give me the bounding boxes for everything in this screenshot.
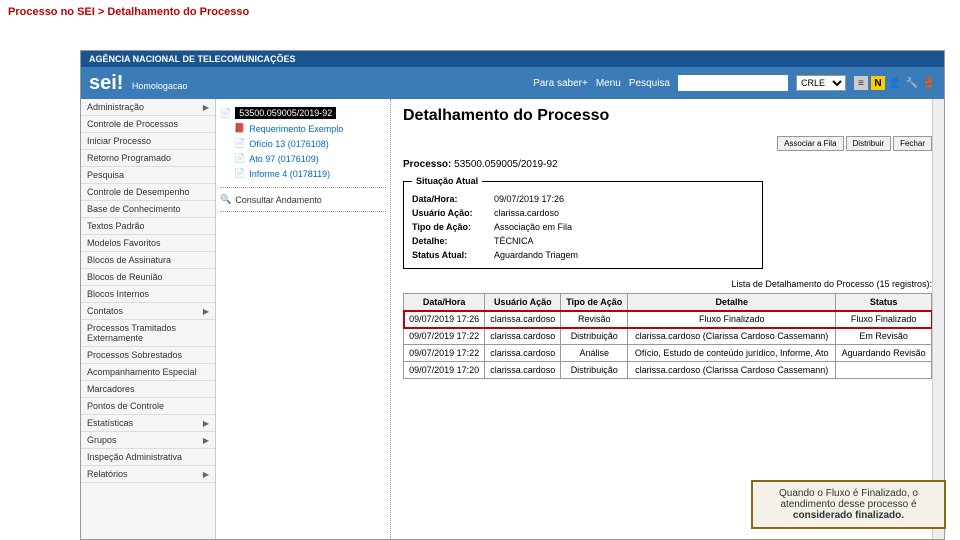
sidebar-item[interactable]: Grupos▶ <box>81 432 215 449</box>
user-icon[interactable]: 👤 <box>888 76 902 90</box>
logo: sei! <box>89 72 123 94</box>
chevron-right-icon: ▶ <box>203 419 209 428</box>
tree-doc[interactable]: 📄Ato 97 (0176109) <box>234 151 386 166</box>
doc-icon: 📄 <box>234 168 245 179</box>
page-title: Detalhamento do Processo <box>403 107 932 125</box>
situacao-row: Status Atual:Aguardando Triagem <box>412 248 754 262</box>
sidebar-item[interactable]: Base de Conhecimento <box>81 201 215 218</box>
content-area: Detalhamento do Processo Associar a Fila… <box>391 99 944 539</box>
notes-icon[interactable]: N <box>871 76 885 90</box>
sidebar-item[interactable]: Inspeção Administrativa <box>81 449 215 466</box>
table-row: 09/07/2019 17:22clarissa.cardosoDistribu… <box>404 328 932 345</box>
folder-icon: 📄 <box>220 108 231 119</box>
menu-saber[interactable]: Para saber+ <box>533 78 588 89</box>
tree-panel: 📄 53500.059005/2019-92 📕Requerimento Exe… <box>216 99 391 539</box>
table-header: Status <box>836 294 932 311</box>
sidebar-item[interactable]: Acompanhamento Especial <box>81 364 215 381</box>
tree-doc[interactable]: 📄Ofício 13 (0176108) <box>234 136 386 151</box>
menu-icon[interactable]: ≡ <box>854 76 868 90</box>
top-menu: Para saber+ Menu Pesquisa CRLE ≡ N 👤 🔧 🚪 <box>533 75 936 91</box>
list-caption: Lista de Detalhamento do Processo (15 re… <box>403 279 932 289</box>
sidebar-item[interactable]: Textos Padrão <box>81 218 215 235</box>
table-header: Usuário Ação <box>485 294 561 311</box>
sidebar-item[interactable]: Blocos Internos <box>81 286 215 303</box>
slide-title: Processo no SEI > Detalhamento do Proces… <box>0 0 960 24</box>
sidebar: Administração▶Controle de ProcessosInici… <box>81 99 216 539</box>
sidebar-item[interactable]: Contatos▶ <box>81 303 215 320</box>
action-button[interactable]: Distribuir <box>846 136 892 151</box>
action-button[interactable]: Fechar <box>893 136 932 151</box>
chevron-right-icon: ▶ <box>203 436 209 445</box>
unit-select[interactable]: CRLE <box>796 75 846 91</box>
situacao-row: Data/Hora:09/07/2019 17:26 <box>412 192 754 206</box>
situacao-row: Tipo de Ação:Associação em Fila <box>412 220 754 234</box>
tree-doc[interactable]: 📄Informe 4 (0178119) <box>234 166 386 181</box>
sidebar-item[interactable]: Modelos Favoritos <box>81 235 215 252</box>
exit-icon[interactable]: 🚪 <box>922 76 936 90</box>
table-header: Tipo de Ação <box>561 294 628 311</box>
doc-icon: 📄 <box>234 138 245 149</box>
menu-pesquisa-label: Pesquisa <box>629 78 670 89</box>
menu-menu[interactable]: Menu <box>596 78 621 89</box>
search-input[interactable] <box>678 75 788 91</box>
doc-icon: 📕 <box>234 123 245 134</box>
sidebar-item[interactable]: Blocos de Reunião <box>81 269 215 286</box>
sidebar-item[interactable]: Marcadores <box>81 381 215 398</box>
situacao-legend: Situação Atual <box>412 176 482 186</box>
app-window: AGÊNCIA NACIONAL DE TELECOMUNICAÇÕES sei… <box>80 50 945 540</box>
table-row: 09/07/2019 17:20clarissa.cardosoDistribu… <box>404 362 932 379</box>
logo-bar: sei! Homologacao Para saber+ Menu Pesqui… <box>81 67 944 99</box>
agency-header: AGÊNCIA NACIONAL DE TELECOMUNICAÇÕES <box>81 51 944 67</box>
sidebar-item[interactable]: Controle de Processos <box>81 116 215 133</box>
sidebar-item[interactable]: Processos Sobrestados <box>81 347 215 364</box>
table-header: Detalhe <box>628 294 836 311</box>
sidebar-item[interactable]: Pesquisa <box>81 167 215 184</box>
sidebar-item[interactable]: Controle de Desempenho <box>81 184 215 201</box>
sidebar-item[interactable]: Pontos de Controle <box>81 398 215 415</box>
config-icon[interactable]: 🔧 <box>905 76 919 90</box>
doc-icon: 📄 <box>234 153 245 164</box>
sidebar-item[interactable]: Processos Tramitados Externamente <box>81 320 215 347</box>
toolbar-icons: ≡ N 👤 🔧 🚪 <box>854 76 936 90</box>
situacao-box: Situação Atual Data/Hora:09/07/2019 17:2… <box>403 176 763 269</box>
tree-doc[interactable]: 📕Requerimento Exemplo <box>234 121 386 136</box>
sidebar-item[interactable]: Administração▶ <box>81 99 215 116</box>
table-header: Data/Hora <box>404 294 485 311</box>
chevron-right-icon: ▶ <box>203 470 209 479</box>
sidebar-item[interactable]: Blocos de Assinatura <box>81 252 215 269</box>
callout-box: Quando o Fluxo é Finalizado, o atendimen… <box>751 480 946 529</box>
processo-line: Processo: 53500.059005/2019-92 <box>403 159 932 170</box>
sidebar-item[interactable]: Estatísticas▶ <box>81 415 215 432</box>
scrollbar[interactable] <box>932 99 944 539</box>
situacao-row: Detalhe:TÉCNICA <box>412 234 754 248</box>
env-label: Homologacao <box>132 81 188 91</box>
consultar-andamento[interactable]: 🔍 Consultar Andamento <box>220 194 386 205</box>
chevron-right-icon: ▶ <box>203 103 209 112</box>
detail-table: Data/HoraUsuário AçãoTipo de AçãoDetalhe… <box>403 293 932 379</box>
sidebar-item[interactable]: Relatórios▶ <box>81 466 215 483</box>
tree-root[interactable]: 📄 53500.059005/2019-92 <box>220 105 386 121</box>
table-row: 09/07/2019 17:26clarissa.cardosoRevisãoF… <box>404 311 932 328</box>
chevron-right-icon: ▶ <box>203 307 209 316</box>
table-row: 09/07/2019 17:22clarissa.cardosoAnáliseO… <box>404 345 932 362</box>
action-buttons: Associar a FilaDistribuirFechar <box>403 133 932 151</box>
sidebar-item[interactable]: Retorno Programado <box>81 150 215 167</box>
situacao-row: Usuário Ação:clarissa.cardoso <box>412 206 754 220</box>
sidebar-item[interactable]: Iniciar Processo <box>81 133 215 150</box>
action-button[interactable]: Associar a Fila <box>777 136 843 151</box>
search-icon: 🔍 <box>220 194 231 205</box>
